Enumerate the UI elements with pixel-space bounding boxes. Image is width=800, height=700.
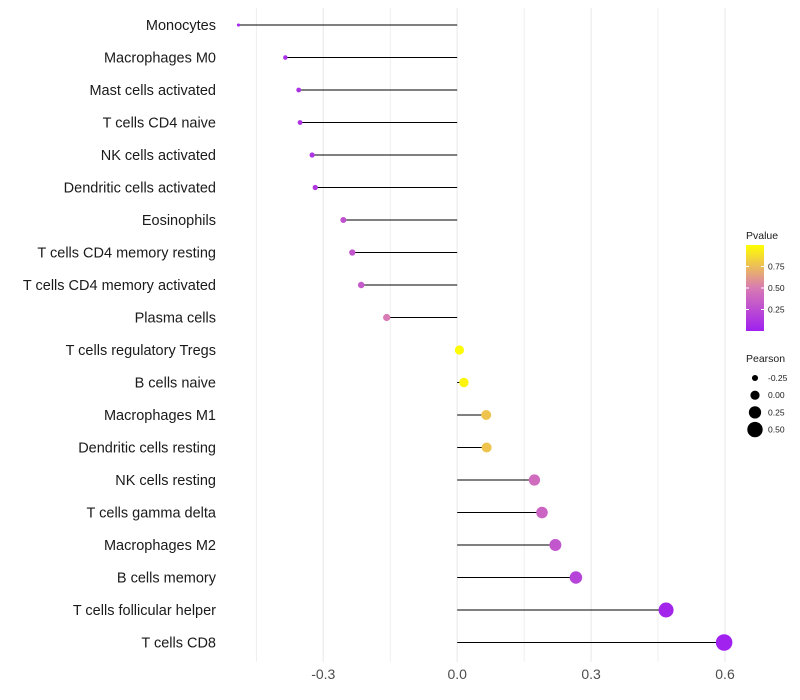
category-label: NK cells activated <box>101 148 216 164</box>
lollipop-point <box>481 409 492 421</box>
category-label: Eosinophils <box>142 213 216 229</box>
lollipop-point <box>715 634 733 651</box>
pvalue-tick-label: 0.75 <box>768 262 785 272</box>
category-label: T cells CD4 memory activated <box>23 278 216 294</box>
category-label: T cells regulatory Tregs <box>66 343 216 359</box>
lollipop-point <box>296 87 302 93</box>
lollipop-point <box>340 216 347 224</box>
lollipop-point <box>309 152 315 158</box>
pvalue-colorbar <box>746 245 764 331</box>
lollipop-point <box>569 571 583 584</box>
category-label: Monocytes <box>146 18 216 34</box>
x-tick-label: -0.3 <box>311 666 335 682</box>
category-label: T cells CD4 memory resting <box>37 246 216 262</box>
lollipop-point <box>658 602 674 618</box>
category-label: Mast cells activated <box>89 83 216 99</box>
pvalue-tick-label: 0.25 <box>768 305 785 315</box>
pearson-legend-entries: -0.25 0.00 0.25 0.50 <box>747 373 788 438</box>
pearson-legend-dot <box>748 406 762 419</box>
pearson-legend-dot <box>751 374 759 382</box>
category-label: Macrophages M1 <box>104 408 216 424</box>
lollipop-point <box>312 184 318 191</box>
category-label: B cells memory <box>117 571 217 587</box>
category-label: T cells CD4 naive <box>103 116 216 132</box>
category-label: T cells follicular helper <box>73 603 216 619</box>
x-axis-ticks: -0.3 0.0 0.3 0.6 <box>311 666 735 682</box>
category-label: Plasma cells <box>135 311 216 327</box>
category-labels: Monocytes Macrophages M0 Mast cells activa… <box>23 18 217 652</box>
pvalue-tick-label: 0.50 <box>768 283 785 293</box>
pvalue-legend: Pvalue 0.25 0.50 0.75 <box>746 230 785 331</box>
pvalue-legend-ticks: 0.25 0.50 0.75 <box>746 262 785 315</box>
pearson-legend-title: Pearson <box>746 353 785 365</box>
lollipop-point <box>283 55 288 60</box>
lollipop-point <box>528 474 541 486</box>
gridlines <box>255 8 726 662</box>
category-label: Dendritic cells activated <box>64 181 216 197</box>
category-label: T cells CD8 <box>141 636 216 652</box>
lollipop-point <box>536 506 548 519</box>
pvalue-legend-title: Pvalue <box>746 230 778 242</box>
category-label: Macrophages M0 <box>104 51 216 67</box>
pearson-legend-label: -0.25 <box>768 373 788 383</box>
lollipop-point <box>549 539 562 551</box>
category-label: Macrophages M2 <box>104 538 216 554</box>
pearson-legend-label: 0.00 <box>768 390 785 400</box>
lollipop-point <box>349 249 356 256</box>
x-tick-label: 0.3 <box>581 666 601 682</box>
points <box>236 23 733 651</box>
stems <box>238 24 725 643</box>
lollipop-point <box>297 120 303 125</box>
pearson-legend-dot <box>747 421 763 438</box>
category-label: T cells gamma delta <box>87 506 217 522</box>
x-tick-label: 0.0 <box>447 666 467 682</box>
category-label: Dendritic cells resting <box>78 441 216 457</box>
pearson-legend: Pearson -0.25 0.00 0.25 0.50 <box>746 353 788 438</box>
x-tick-label: 0.6 <box>715 666 735 682</box>
lollipop-point <box>459 377 469 388</box>
lollipop-point <box>236 23 241 27</box>
lollipop-point <box>454 345 465 355</box>
lollipop-point <box>357 281 365 289</box>
lollipop-point <box>481 442 492 453</box>
pearson-legend-label: 0.50 <box>768 425 785 435</box>
pearson-legend-label: 0.25 <box>768 407 785 417</box>
lollipop-point <box>383 313 391 322</box>
pearson-legend-dot <box>750 390 760 400</box>
category-label: NK cells resting <box>115 473 216 489</box>
category-label: B cells naive <box>135 376 216 392</box>
